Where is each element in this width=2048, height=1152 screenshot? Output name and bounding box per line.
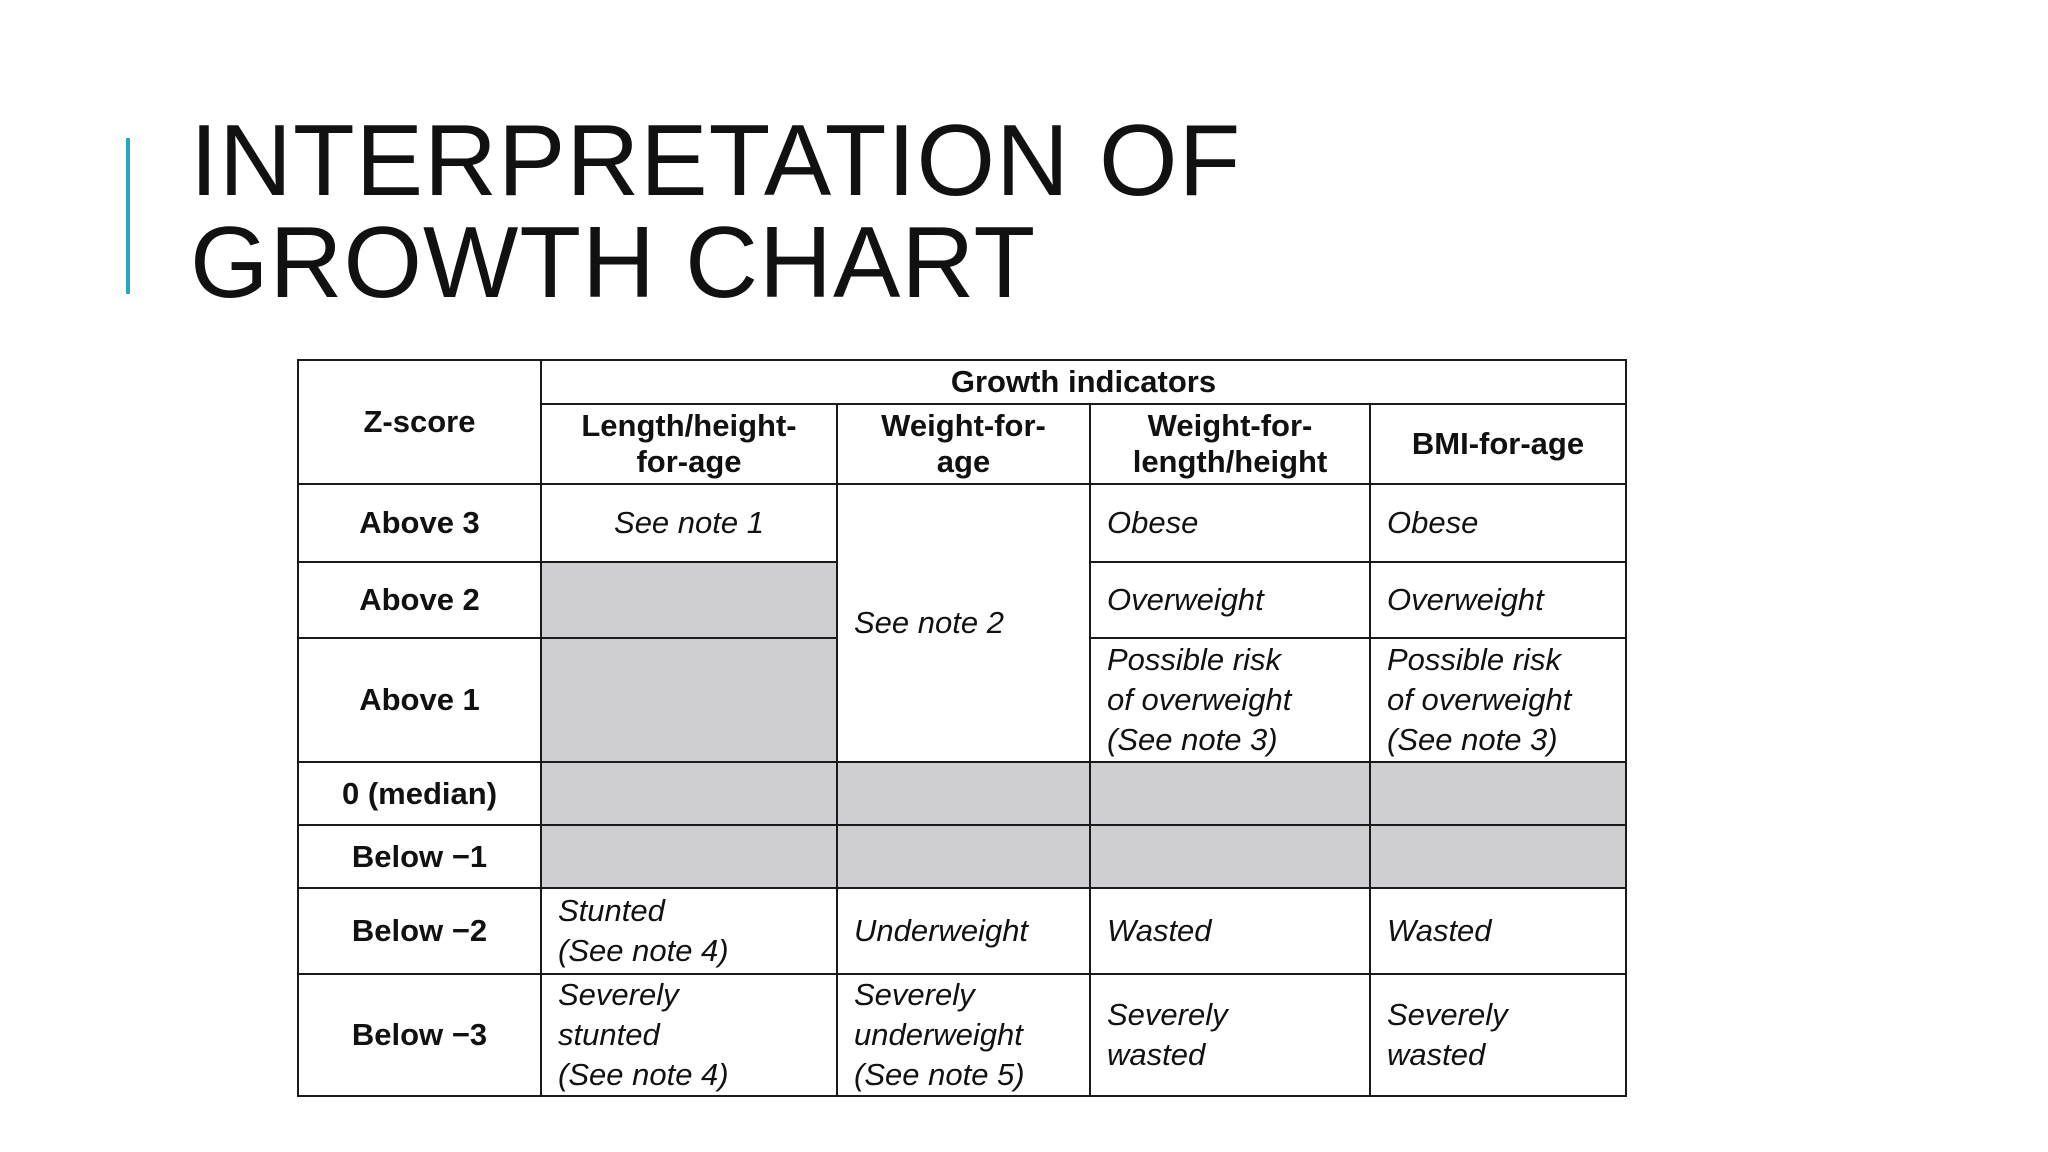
cell-weight-age-below-2: Underweight — [836, 887, 1091, 975]
shaded-cell — [836, 824, 1091, 889]
zscore-median: 0 (median) — [297, 761, 542, 826]
cell-weight-length-above-3: Obese — [1089, 483, 1371, 563]
cell-bmi-below-2: Wasted — [1369, 887, 1627, 975]
cell-weight-age-below-3: Severely underweight (See note 5) — [836, 973, 1091, 1097]
table-row: 0 (median) — [297, 761, 1627, 826]
cell-bmi-above-2: Overweight — [1369, 561, 1627, 639]
growth-indicators-table: Z-score Growth indicators Length/height-… — [297, 359, 1627, 1097]
table-row: Below −2 Stunted (See note 4) Underweigh… — [297, 887, 1627, 975]
col-bmi-for-age: BMI-for-age — [1369, 403, 1627, 485]
title-accent-bar — [126, 138, 130, 294]
table-row: Below −3 Severely stunted (See note 4) S… — [297, 973, 1627, 1097]
zscore-above-1: Above 1 — [297, 637, 542, 763]
shaded-cell — [540, 637, 838, 763]
cell-weight-length-above-2: Overweight — [1089, 561, 1371, 639]
zscore-above-3: Above 3 — [297, 483, 542, 563]
shaded-cell — [540, 824, 838, 889]
indicator-columns-row: Length/height- for-age Weight-for- age W… — [298, 403, 1627, 485]
table-row: Above 3 See note 1 See note 2 Obese Obes… — [297, 483, 1627, 763]
cell-weight-length-above-1: Possible risk of overweight (See note 3) — [1089, 637, 1371, 763]
growth-indicators-header: Growth indicators — [540, 359, 1627, 405]
shaded-cell — [540, 561, 838, 639]
shaded-cell — [1089, 761, 1371, 826]
shaded-cell — [1369, 761, 1627, 826]
table-row: Above 2 Overweight Overweight — [297, 561, 1627, 639]
zscore-below-2: Below −2 — [297, 887, 542, 975]
table-row: Above 1 Possible risk of overweight (See… — [297, 637, 1627, 763]
zscore-above-2: Above 2 — [297, 561, 542, 639]
col-weight-for-age: Weight-for- age — [836, 403, 1091, 485]
cell-bmi-above-3: Obese — [1369, 483, 1627, 563]
zscore-below-1: Below −1 — [297, 824, 542, 889]
col-weight-for-length-height: Weight-for- length/height — [1089, 403, 1371, 485]
zscore-below-3: Below −3 — [297, 973, 542, 1097]
title-line-1: INTERPRETATION OF — [190, 105, 1242, 217]
shaded-cell — [540, 761, 838, 826]
cell-weight-length-below-2: Wasted — [1089, 887, 1371, 975]
cell-bmi-above-1: Possible risk of overweight (See note 3) — [1369, 637, 1627, 763]
col-length-height-for-age: Length/height- for-age — [540, 403, 838, 485]
cell-length-below-2: Stunted (See note 4) — [540, 887, 838, 975]
shaded-cell — [1089, 824, 1371, 889]
title-line-2: GROWTH CHART — [190, 207, 1037, 319]
zscore-header: Z-score — [297, 359, 542, 485]
cell-weight-length-below-3: Severely wasted — [1089, 973, 1371, 1097]
cell-length-below-3: Severely stunted (See note 4) — [540, 973, 838, 1097]
table-header-row: Z-score Growth indicators — [297, 359, 1627, 485]
cell-bmi-below-3: Severely wasted — [1369, 973, 1627, 1097]
shaded-cell — [836, 761, 1091, 826]
table-row: Below −1 — [297, 824, 1627, 889]
cell-length-above-3: See note 1 — [540, 483, 838, 563]
cell-weight-age-merged: See note 2 — [836, 483, 1091, 763]
slide-title: INTERPRETATION OF GROWTH CHART — [190, 110, 1241, 314]
shaded-cell — [1369, 824, 1627, 889]
